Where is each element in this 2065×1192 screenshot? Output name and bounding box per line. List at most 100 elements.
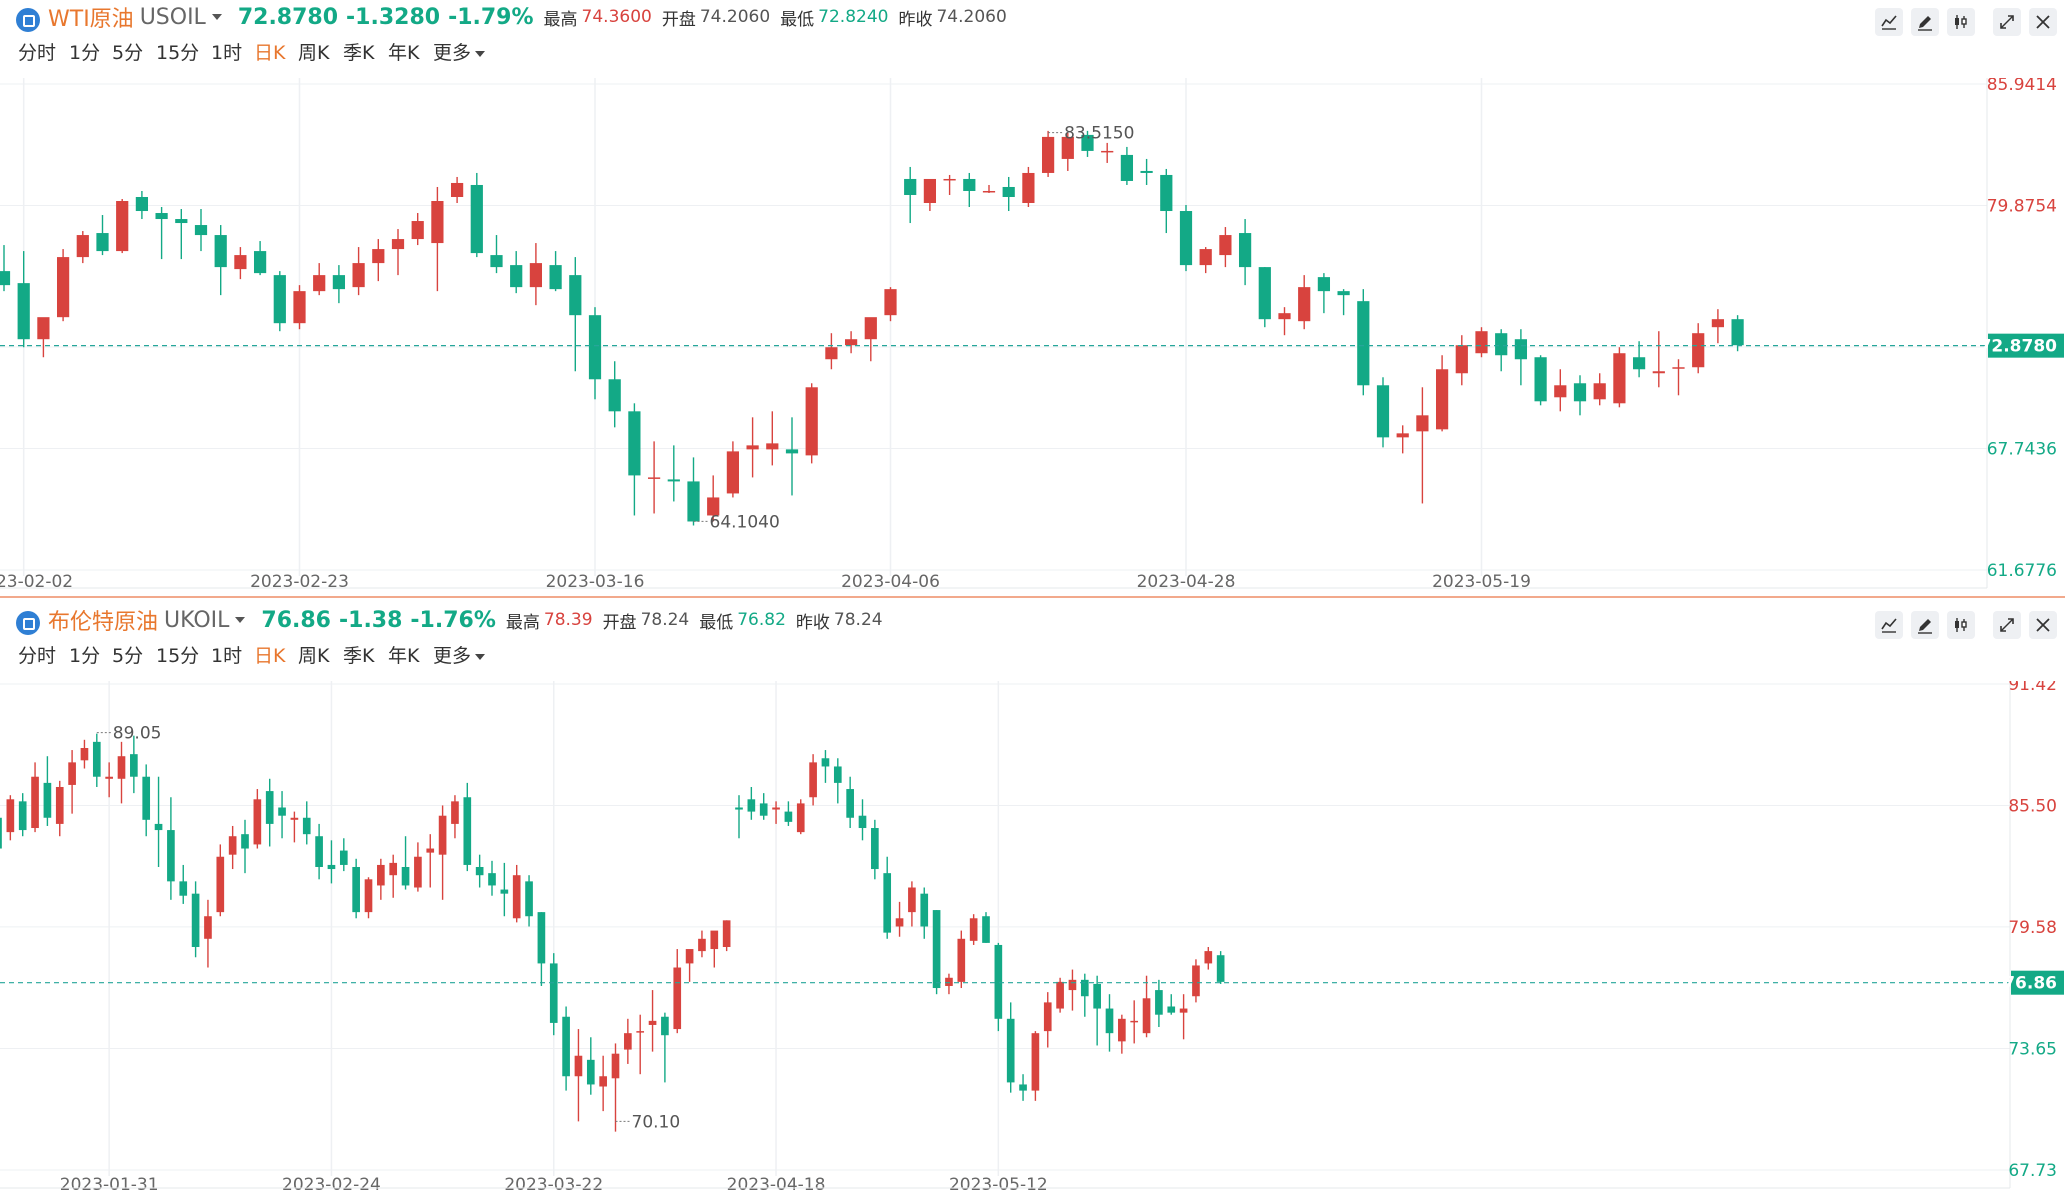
candle-body xyxy=(529,263,543,288)
usoil-toolbar xyxy=(1865,8,2065,38)
candle-body xyxy=(747,799,756,812)
candle-type-icon[interactable] xyxy=(1947,611,1975,639)
usoil-candlestick-chart[interactable]: 2023-02-02 2023-02-23 2023-03-16 2023-04-06… xyxy=(0,78,2065,596)
tab-daily[interactable]: 日K xyxy=(254,42,286,64)
tab-quarterly[interactable]: 季K xyxy=(343,645,375,667)
candle-body xyxy=(1416,415,1429,432)
tab-daily[interactable]: 日K xyxy=(254,645,286,667)
candle-body xyxy=(135,196,149,212)
tab-1hour[interactable]: 1时 xyxy=(211,645,243,667)
candle-body xyxy=(871,828,879,870)
candle-body xyxy=(772,807,780,810)
candle-body xyxy=(586,1059,595,1085)
candle-body xyxy=(549,963,558,1023)
candle-body xyxy=(411,221,424,240)
candle-body xyxy=(858,815,867,829)
instrument-name[interactable]: WTI原油 xyxy=(48,7,134,32)
close-icon[interactable] xyxy=(2029,8,2057,36)
more-dropdown-icon xyxy=(475,50,486,57)
candle-body xyxy=(1396,433,1409,438)
candle-body xyxy=(920,893,929,927)
candle-body xyxy=(1056,981,1064,1009)
candle-body xyxy=(1613,353,1626,404)
y-tick-label: 85.50 xyxy=(2008,796,2057,816)
tab-weekly[interactable]: 周K xyxy=(298,645,330,667)
candle-body xyxy=(923,178,937,204)
candle-body xyxy=(883,873,892,933)
candle-body xyxy=(1199,249,1212,266)
instrument-dropdown-icon[interactable] xyxy=(235,617,246,623)
candle-body xyxy=(1672,367,1685,369)
candle-body xyxy=(1031,1033,1040,1091)
tab-quarterly[interactable]: 季K xyxy=(343,42,375,64)
candle-body xyxy=(982,190,996,193)
fullscreen-icon[interactable] xyxy=(1993,8,2021,36)
candle-body xyxy=(401,866,410,886)
tab-5min[interactable]: 5分 xyxy=(112,645,144,667)
prev-close-value: 78.24 xyxy=(833,610,883,630)
high-label: 最高 xyxy=(543,9,578,30)
candle-body xyxy=(833,766,842,783)
candle-body xyxy=(957,938,966,982)
candle-body xyxy=(1105,1008,1114,1034)
instrument-dropdown-icon[interactable] xyxy=(211,14,222,20)
instrument-symbol[interactable]: USOIL xyxy=(139,4,206,30)
tab-1hour[interactable]: 1时 xyxy=(211,42,243,64)
open-value: 78.24 xyxy=(640,610,690,630)
indicator-icon[interactable] xyxy=(1875,611,1903,639)
candle-body xyxy=(759,803,768,816)
tab-1min[interactable]: 1分 xyxy=(69,645,101,667)
fullscreen-icon[interactable] xyxy=(1993,611,2021,639)
tab-15min[interactable]: 15分 xyxy=(156,645,200,667)
candle-body xyxy=(1167,1006,1176,1013)
candle-body xyxy=(68,762,76,785)
instrument-logo-icon xyxy=(16,611,40,635)
draw-pen-icon[interactable] xyxy=(1911,611,1939,639)
candle-body xyxy=(228,836,237,855)
candle-body xyxy=(1731,319,1744,346)
x-tick-label: 2023-04-28 xyxy=(1137,572,1236,592)
candle-body xyxy=(932,910,941,989)
tab-yearly[interactable]: 年K xyxy=(388,645,420,667)
indicator-icon[interactable] xyxy=(1875,8,1903,36)
high-label: 最高 xyxy=(505,612,540,633)
candle-body xyxy=(805,387,818,456)
tab-more[interactable]: 更多 xyxy=(433,639,486,673)
open-label: 开盘 xyxy=(602,612,637,633)
candle-body xyxy=(1155,990,1163,1015)
tab-15min[interactable]: 15分 xyxy=(156,42,200,64)
tab-1min[interactable]: 1分 xyxy=(69,42,101,64)
ukoil-candlestick-chart[interactable]: 2023-01-31 2023-02-24 2023-03-22 2023-04-18… xyxy=(0,681,2065,1192)
x-tick-label: 2023-02-24 xyxy=(282,1175,381,1192)
draw-pen-icon[interactable] xyxy=(1911,8,1939,36)
tab-fenshi[interactable]: 分时 xyxy=(18,42,57,64)
candle-body xyxy=(352,866,360,913)
tab-weekly[interactable]: 周K xyxy=(298,42,330,64)
candle-body xyxy=(179,881,188,896)
candle-body xyxy=(1130,1020,1139,1023)
candle-body xyxy=(364,879,373,913)
tab-fenshi[interactable]: 分时 xyxy=(18,645,57,667)
x-tick-label: 2023-02-23 xyxy=(250,572,349,592)
instrument-symbol[interactable]: UKOIL xyxy=(164,607,230,633)
candle-body xyxy=(1120,154,1134,181)
candle-body xyxy=(302,817,311,835)
tab-more[interactable]: 更多 xyxy=(433,36,486,70)
candle-body xyxy=(1118,1018,1126,1042)
ukoil-quote-row: 布伦特原油 UKOIL 76.86 -1.38 -1.76% 最高 78.39 … xyxy=(48,603,883,637)
candle-type-icon[interactable] xyxy=(1947,8,1975,36)
ukoil-timeframe-bar: 分时 1分 5分 15分 1时 日K 周K 季K 年K 更多 xyxy=(0,639,2065,673)
candle-body xyxy=(1080,979,1089,997)
tab-yearly[interactable]: 年K xyxy=(388,42,420,64)
tab-5min[interactable]: 5分 xyxy=(112,42,144,64)
usoil-quote-row: WTI原油 USOIL 72.8780 -1.3280 -1.79% 最高 74… xyxy=(48,0,1007,34)
low-value: 76.82 xyxy=(737,610,786,630)
candle-body xyxy=(1258,267,1271,320)
close-icon[interactable] xyxy=(2029,611,2057,639)
last-price: 72.8780 xyxy=(237,4,339,30)
candle-body xyxy=(17,283,30,340)
candle-body xyxy=(234,255,247,270)
candle-body xyxy=(253,799,262,845)
instrument-name[interactable]: 布伦特原油 xyxy=(48,610,159,635)
candle-body xyxy=(1061,136,1074,159)
